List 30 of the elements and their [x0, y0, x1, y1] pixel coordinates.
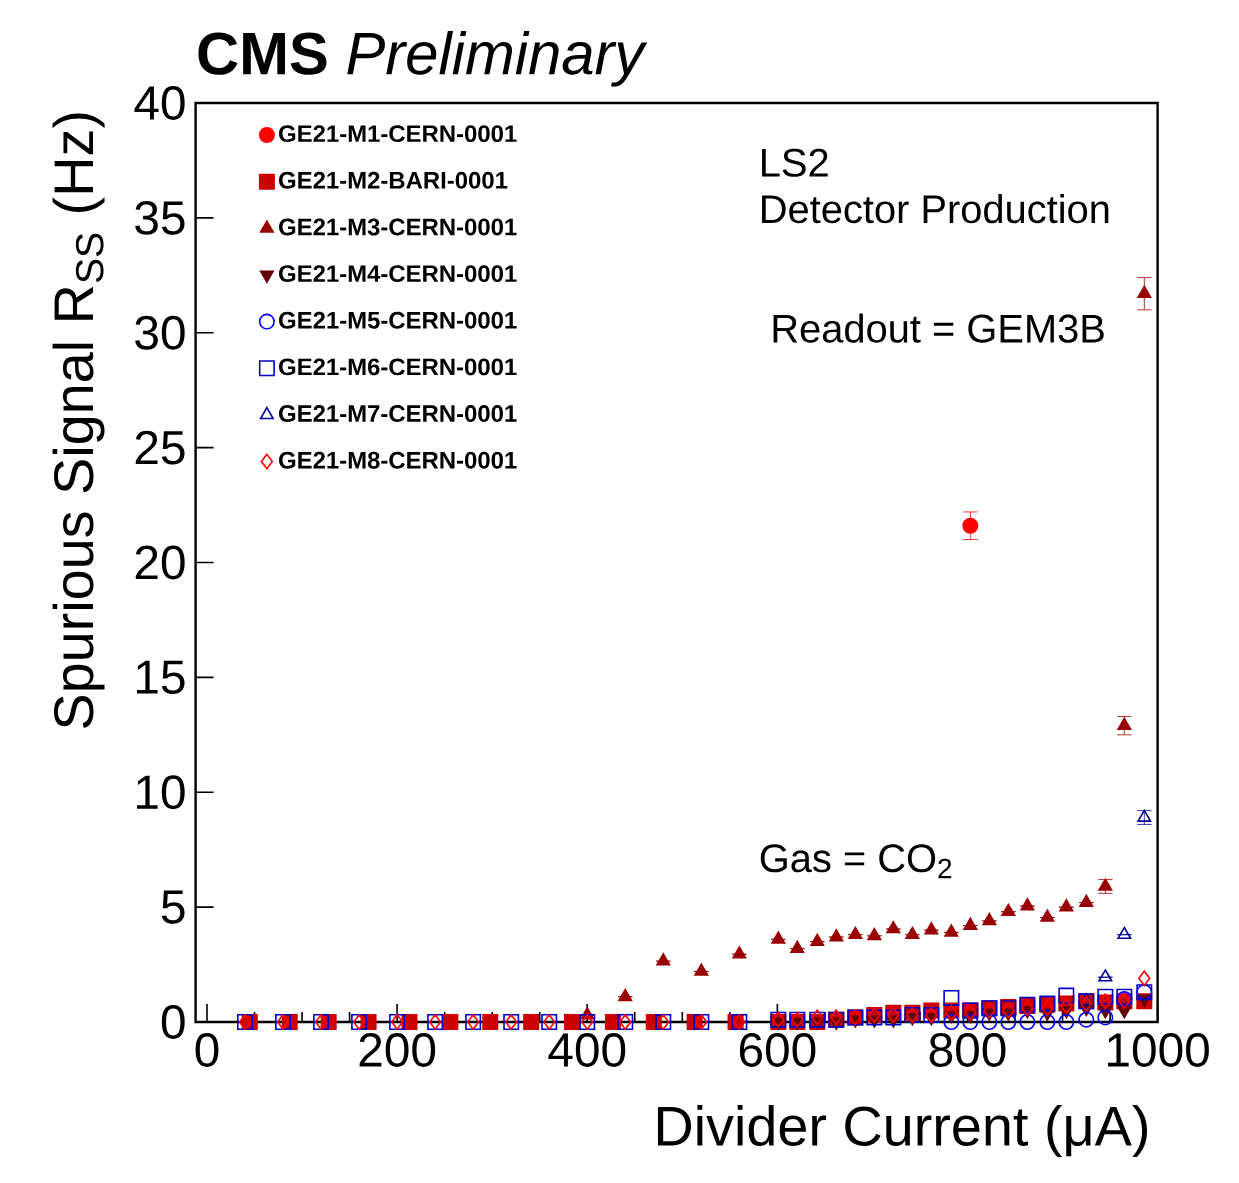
legend-label: GE21-M2-BARI-0001 — [279, 171, 508, 189]
y-tick-label: 25 — [135, 430, 185, 465]
legend-label: GE21-M8-CERN-0001 — [279, 451, 517, 469]
y-tick-label: 5 — [161, 890, 185, 924]
annotation: Gas = CO$_{2}$ — [760, 844, 952, 879]
x-tick-label: 800 — [929, 1033, 1006, 1067]
x-tick-label: 600 — [739, 1033, 816, 1067]
legend-label: GE21-M7-CERN-0001 — [279, 405, 517, 422]
legend-label: GE21-M5-CERN-0001 — [279, 311, 517, 329]
legend-label: GE21-M3-CERN-0001 — [279, 218, 517, 236]
y-tick-label: 40 — [134, 86, 185, 120]
chart-title: CMS Preliminary — [198, 30, 648, 87]
y-tick-label: 0 — [161, 1005, 185, 1039]
x-tick-label: 1000 — [1108, 1033, 1209, 1067]
legend-label: GE21-M1-CERN-0001 — [279, 125, 517, 143]
y-axis-title: Spurious Signal R$_{SS}$ (Hz) — [52, 113, 105, 729]
y-tick-label: 20 — [135, 545, 185, 580]
y-tick-label: 15 — [137, 660, 185, 695]
legend-label: GE21-M6-CERN-0001 — [279, 358, 517, 376]
x-tick-label: 200 — [359, 1033, 436, 1067]
y-tick-label: 35 — [135, 200, 185, 235]
annotation: LS2 — [762, 148, 828, 177]
annotation: Detector Production — [762, 194, 1109, 224]
legend-label: GE21-M4-CERN-0001 — [279, 265, 517, 283]
y-tick-label: 10 — [137, 775, 185, 810]
annotation: Readout = GEM3B — [773, 313, 1104, 343]
x-tick-label: 0 — [195, 1033, 219, 1067]
x-axis-title: Divider Current (μA) — [657, 1105, 1147, 1158]
x-tick-label: 400 — [548, 1033, 626, 1067]
y-tick-label: 30 — [135, 315, 185, 350]
